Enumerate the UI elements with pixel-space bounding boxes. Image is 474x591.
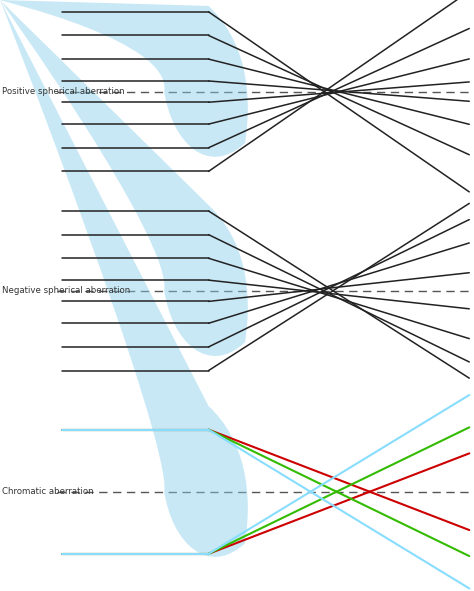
PathPatch shape	[0, 6, 248, 591]
Text: Negative spherical aberration: Negative spherical aberration	[2, 286, 131, 296]
Text: Positive spherical aberration: Positive spherical aberration	[2, 87, 125, 96]
PathPatch shape	[0, 205, 248, 591]
PathPatch shape	[0, 406, 248, 591]
Text: Chromatic aberration: Chromatic aberration	[2, 487, 94, 496]
